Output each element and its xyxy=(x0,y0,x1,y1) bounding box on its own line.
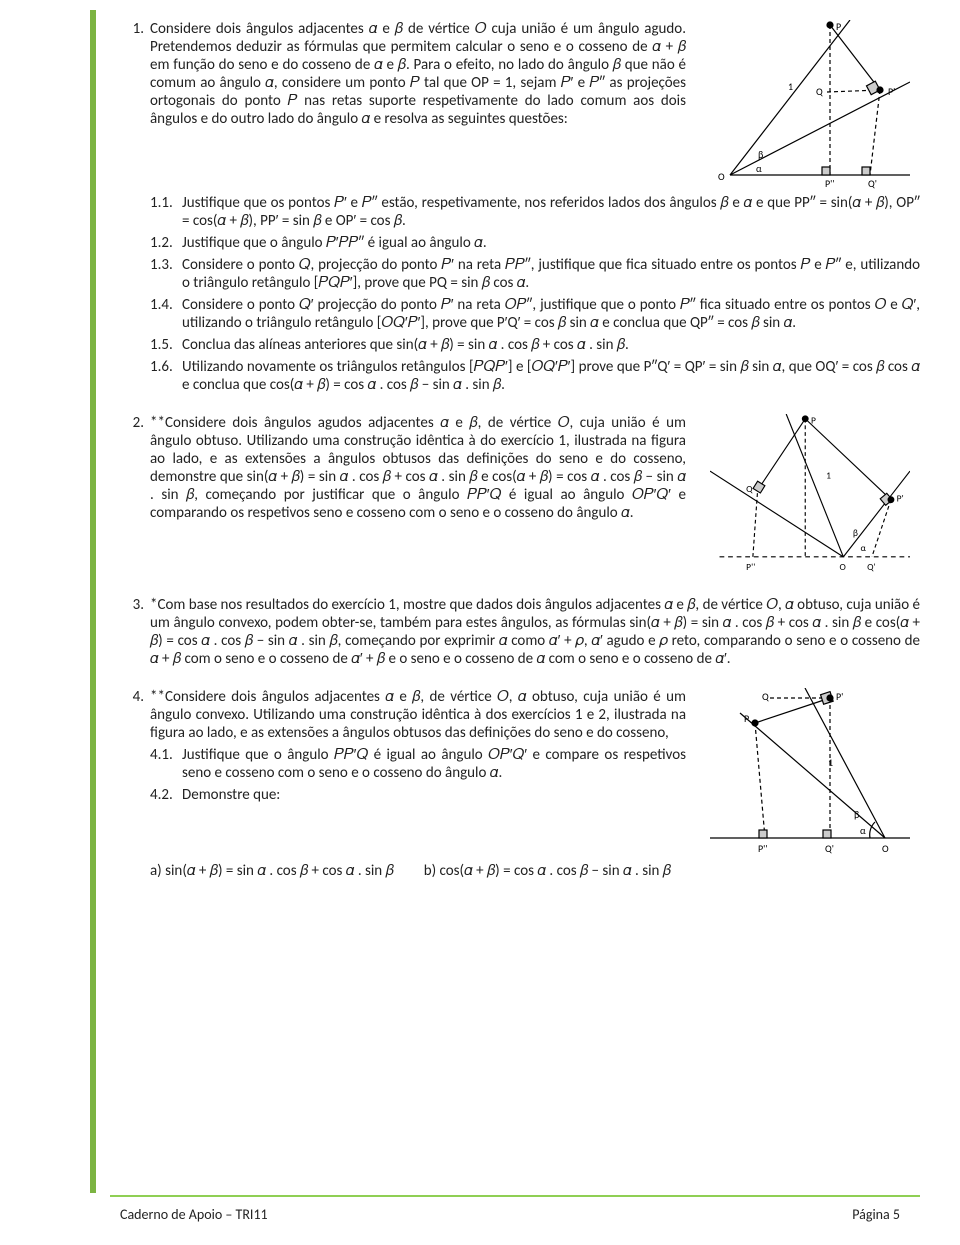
sub-number: 1.1. xyxy=(150,194,182,230)
svg-text:β: β xyxy=(758,148,763,161)
footer-rule xyxy=(110,1195,920,1197)
svg-text:1: 1 xyxy=(788,80,793,93)
figure-3: P Q P' P'' Q' O 1 α β xyxy=(700,688,920,858)
sub-text: Conclua das alíneas anteriores que sin(𝛼… xyxy=(182,336,920,354)
svg-text:Q: Q xyxy=(746,483,753,495)
sub-number: 4.2. xyxy=(150,786,182,804)
svg-text:P: P xyxy=(836,20,841,33)
sub-number: 1.4. xyxy=(150,296,182,332)
svg-text:α: α xyxy=(860,542,866,554)
svg-text:Q: Q xyxy=(762,690,769,703)
problem-4-part-b: b) cos(𝛼 + 𝛽) = cos 𝛼 . cos 𝛽 − sin 𝛼 . … xyxy=(424,862,671,880)
sub-text: Utilizando novamente os triângulos retân… xyxy=(182,358,920,394)
svg-text:O: O xyxy=(882,842,889,855)
document-page: 1. Considere dois ângulos adjacentes 𝛼 e… xyxy=(0,0,960,1245)
svg-text:P: P xyxy=(744,712,749,725)
svg-text:β: β xyxy=(853,527,858,539)
svg-text:P': P' xyxy=(888,85,895,98)
problem-4: 4. **Considere dois ângulos adjacentes 𝛼… xyxy=(120,688,920,880)
sub-text: Considere o ponto 𝑄, projecção do ponto … xyxy=(182,256,920,292)
problem-4-part-a: a) sin(𝛼 + 𝛽) = sin 𝛼 . cos 𝛽 + cos 𝛼 . … xyxy=(150,862,394,880)
svg-text:O: O xyxy=(718,170,725,183)
svg-text:1: 1 xyxy=(826,470,831,482)
sub-number: 1.5. xyxy=(150,336,182,354)
problem-3: 3. *Com base nos resultados do exercício… xyxy=(120,596,920,668)
problem-number: 3. xyxy=(120,596,150,668)
problem-number: 2. xyxy=(120,414,150,576)
sub-number: 1.2. xyxy=(150,234,182,252)
sub-text: Demonstre que: xyxy=(182,786,686,804)
problem-1: 1. Considere dois ângulos adjacentes 𝛼 e… xyxy=(120,20,920,394)
svg-text:α: α xyxy=(756,162,762,175)
problem-1-intro: Considere dois ângulos adjacentes 𝛼 e 𝛽 … xyxy=(150,20,686,190)
svg-text:O: O xyxy=(840,561,846,573)
svg-text:Q: Q xyxy=(816,85,823,98)
sub-number: 4.1. xyxy=(150,746,182,782)
problem-2: 2. **Considere dois ângulos agudos adjac… xyxy=(120,414,920,576)
svg-text:P'': P'' xyxy=(758,842,768,855)
problem-number: 4. xyxy=(120,688,150,880)
page-footer: Caderno de Apoio – TRI11 Página 5 xyxy=(120,1206,900,1223)
sub-text: Justifique que o ângulo 𝑃′𝑃𝑃″ é igual ao… xyxy=(182,234,920,252)
sub-text: Justifique que o ângulo 𝑃𝑃′𝑄 é igual ao … xyxy=(182,746,686,782)
svg-text:P'': P'' xyxy=(825,177,835,190)
figure-2: P Q P' P'' Q' O 1 α β xyxy=(700,414,920,576)
footer-left: Caderno de Apoio – TRI11 xyxy=(120,1206,268,1223)
problem-number: 1. xyxy=(120,20,150,394)
sub-text: Justifique que os pontos 𝑃′ e 𝑃″ estão, … xyxy=(182,194,920,230)
svg-text:Q': Q' xyxy=(867,561,876,573)
svg-text:P': P' xyxy=(836,690,843,703)
svg-text:P: P xyxy=(811,415,816,427)
svg-text:Q': Q' xyxy=(868,177,877,190)
problem-3-text: *Com base nos resultados do exercício 1,… xyxy=(150,596,920,668)
vertical-accent-border xyxy=(90,10,96,1193)
footer-right: Página 5 xyxy=(852,1206,900,1223)
figure-1: P Q P' P'' Q' O 1 α β xyxy=(700,20,920,190)
problem-4-intro: **Considere dois ângulos adjacentes 𝛼 e … xyxy=(150,688,686,742)
svg-text:α: α xyxy=(860,824,866,837)
svg-text:1: 1 xyxy=(828,756,833,769)
sub-number: 1.3. xyxy=(150,256,182,292)
problem-2-text: **Considere dois ângulos agudos adjacent… xyxy=(150,414,686,576)
svg-text:β: β xyxy=(854,808,859,821)
svg-text:P': P' xyxy=(897,493,904,505)
sub-number: 1.6. xyxy=(150,358,182,394)
sub-text: Considere o ponto 𝑄′ projecção do ponto … xyxy=(182,296,920,332)
svg-text:Q': Q' xyxy=(825,842,834,855)
svg-text:P'': P'' xyxy=(746,561,755,573)
